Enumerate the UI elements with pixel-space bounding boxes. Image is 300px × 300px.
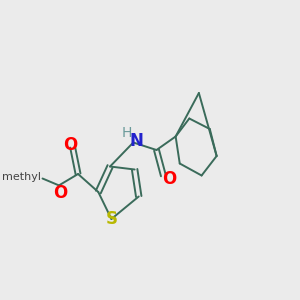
Text: methyl: methyl [2, 172, 41, 182]
Text: O: O [162, 169, 176, 188]
Text: S: S [105, 210, 117, 228]
Text: O: O [53, 184, 68, 202]
Text: N: N [129, 132, 143, 150]
Text: H: H [122, 127, 132, 140]
Text: O: O [63, 136, 77, 154]
